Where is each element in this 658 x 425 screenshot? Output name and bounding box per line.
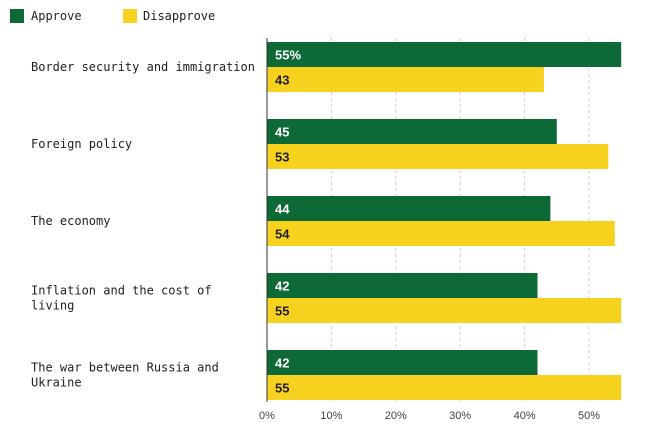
approve-bar <box>267 119 557 144</box>
disapprove-bar <box>267 67 544 92</box>
approve-value-label: 42 <box>275 279 289 294</box>
disapprove-value-label: 55 <box>275 304 289 319</box>
legend-approve-label: Approve <box>31 9 82 23</box>
x-tick-label: 40% <box>514 410 536 422</box>
disapprove-value-label: 54 <box>275 227 290 242</box>
disapprove-bar <box>267 375 622 400</box>
legend: Approve Disapprove <box>10 9 215 23</box>
disapprove-bar <box>267 144 609 169</box>
approve-bar <box>267 273 538 298</box>
x-axis-ticks: 0% 10% 20% 30% 40% 50% <box>259 410 600 422</box>
x-tick-label: 0% <box>259 410 275 422</box>
x-tick-label: 50% <box>578 410 600 422</box>
category-labels: Border security and immigration Foreign p… <box>31 60 255 390</box>
bars <box>267 42 622 400</box>
value-labels: 55% 43 45 53 44 54 42 55 42 55 <box>275 48 301 396</box>
disapprove-value-label: 43 <box>275 73 289 88</box>
category-label: Inflation and the cost of living <box>31 284 212 313</box>
approve-bar <box>267 350 538 375</box>
legend-disapprove-label: Disapprove <box>143 9 215 23</box>
category-label: Border security and immigration <box>31 60 255 74</box>
x-tick-label: 20% <box>385 410 407 422</box>
x-tick-label: 30% <box>449 410 471 422</box>
disapprove-value-label: 55 <box>275 381 289 396</box>
approve-bar <box>267 42 622 67</box>
approve-value-label: 55% <box>275 48 301 63</box>
disapprove-bar <box>267 298 622 323</box>
approve-value-label: 45 <box>275 125 289 140</box>
approve-value-label: 44 <box>275 202 290 217</box>
approve-bar <box>267 196 551 221</box>
category-label: Foreign policy <box>31 137 132 151</box>
approve-value-label: 42 <box>275 356 289 371</box>
category-label: The economy <box>31 214 110 228</box>
category-label: The war between Russia and Ukraine <box>31 361 219 390</box>
legend-disapprove-swatch <box>123 9 137 23</box>
disapprove-value-label: 53 <box>275 150 289 165</box>
x-tick-label: 10% <box>320 410 342 422</box>
legend-approve-swatch <box>10 9 24 23</box>
disapprove-bar <box>267 221 615 246</box>
